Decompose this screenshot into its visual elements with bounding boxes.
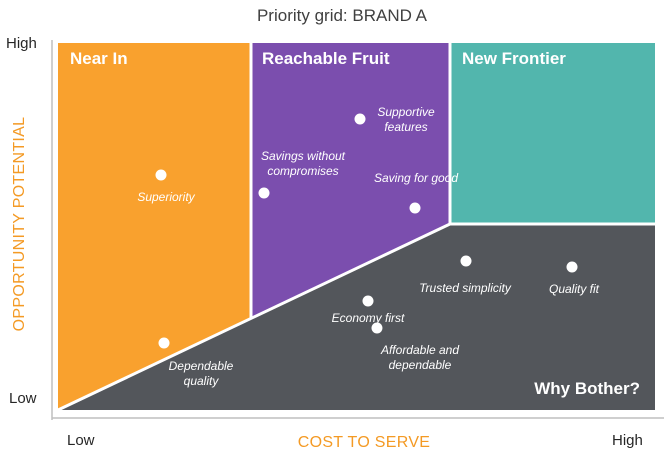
zone-title-near-in: Near In — [70, 49, 128, 68]
point-label-line: dependable — [389, 358, 452, 372]
point-marker-superiority — [155, 169, 167, 181]
point-label-line: Savings without — [261, 149, 346, 163]
zone-reachable-fruit — [251, 43, 450, 318]
point-marker-supportive-features — [354, 113, 366, 125]
point-quality-fit: Quality fit — [549, 261, 600, 296]
point-label-savings-without-compromises: Savings without compromises — [261, 149, 346, 178]
point-marker-trusted-simplicity — [460, 255, 472, 267]
point-label-quality-fit: Quality fit — [549, 282, 600, 296]
point-label-saving-for-good: Saving for good — [374, 171, 458, 185]
point-label-line: Superiority — [137, 190, 195, 204]
point-label-supportive-features: Supportive features — [377, 105, 435, 134]
point-superiority: Superiority — [137, 169, 196, 204]
point-label-line: Supportive — [377, 105, 435, 119]
point-label-line: Dependable — [169, 359, 234, 373]
zone-new-frontier — [450, 43, 655, 224]
point-economy-first: Economy first — [332, 295, 405, 325]
zone-title-why-bother: Why Bother? — [534, 379, 640, 398]
point-label-line: features — [384, 120, 427, 134]
point-label-affordable-and-dependable: Affordable and dependable — [380, 343, 459, 372]
zone-title-reachable-fruit: Reachable Fruit — [262, 49, 390, 68]
point-marker-quality-fit — [566, 261, 578, 273]
x-axis-high-label: High — [612, 432, 643, 449]
zone-title-new-frontier: New Frontier — [462, 49, 566, 68]
y-axis-low-label: Low — [9, 390, 37, 407]
point-label-line: quality — [184, 374, 220, 388]
point-label-dependable-quality: Dependable quality — [169, 359, 234, 388]
point-label-superiority: Superiority — [137, 190, 195, 204]
point-dependable-quality: Dependable quality — [158, 337, 234, 388]
point-label-line: Economy first — [332, 311, 405, 325]
point-label-line: Quality fit — [549, 282, 600, 296]
point-label-economy-first: Economy first — [332, 311, 405, 325]
point-supportive-features: Supportive features — [354, 105, 435, 134]
point-label-line: Affordable and — [380, 343, 459, 357]
grid-title: Priority grid: BRAND A — [257, 6, 428, 25]
point-label-line: compromises — [267, 164, 338, 178]
point-marker-economy-first — [362, 295, 374, 307]
point-label-line: Trusted simplicity — [419, 281, 512, 295]
point-saving-for-good: Saving for good — [374, 171, 458, 214]
point-label-trusted-simplicity: Trusted simplicity — [419, 281, 512, 295]
point-affordable-and-dependable: Affordable and dependable — [371, 322, 459, 372]
x-axis-low-label: Low — [67, 432, 95, 449]
x-axis-title: COST TO SERVE — [298, 434, 431, 451]
point-marker-savings-without-compromises — [258, 187, 270, 199]
point-marker-saving-for-good — [409, 202, 421, 214]
zone-why-bother — [58, 224, 655, 410]
point-marker-affordable-and-dependable — [371, 322, 383, 334]
zone-near-in — [58, 43, 251, 410]
y-axis-title: OPPORTUNITY POTENTIAL — [11, 117, 28, 332]
points-layer: Superiority Savings without compromises Sup… — [137, 105, 599, 388]
point-marker-dependable-quality — [158, 337, 170, 349]
divider-diagonal — [57, 222, 451, 412]
point-trusted-simplicity: Trusted simplicity — [419, 255, 512, 295]
point-savings-without-compromises: Savings without compromises — [258, 149, 346, 199]
point-label-line: Saving for good — [374, 171, 458, 185]
y-axis-high-label: High — [6, 35, 37, 52]
